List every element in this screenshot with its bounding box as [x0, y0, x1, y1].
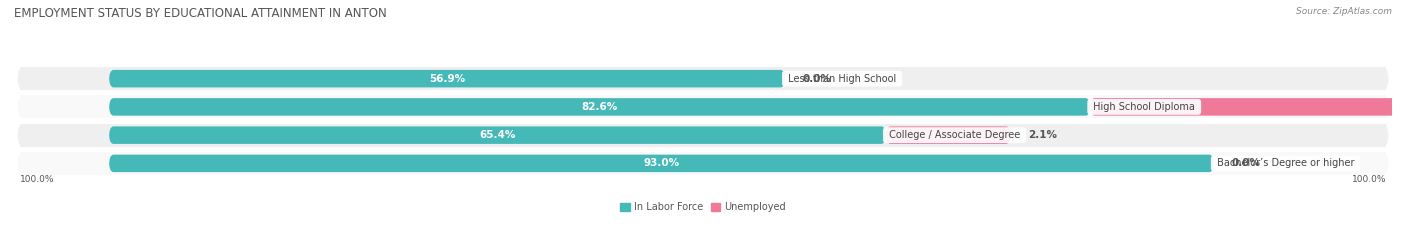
Text: 100.0%: 100.0%: [20, 175, 55, 184]
Text: 56.9%: 56.9%: [429, 74, 465, 84]
FancyBboxPatch shape: [886, 126, 1011, 144]
Text: 2.1%: 2.1%: [1028, 130, 1057, 140]
FancyBboxPatch shape: [18, 68, 1388, 90]
FancyBboxPatch shape: [1090, 98, 1406, 116]
FancyBboxPatch shape: [110, 70, 785, 87]
Text: 100.0%: 100.0%: [1351, 175, 1386, 184]
Bar: [20, 67, 1386, 90]
Text: EMPLOYMENT STATUS BY EDUCATIONAL ATTAINMENT IN ANTON: EMPLOYMENT STATUS BY EDUCATIONAL ATTAINM…: [14, 7, 387, 20]
FancyBboxPatch shape: [18, 124, 1388, 146]
Bar: [20, 95, 1386, 118]
Text: Bachelor’s Degree or higher: Bachelor’s Degree or higher: [1213, 158, 1357, 168]
Text: 0.0%: 0.0%: [803, 74, 832, 84]
Bar: [20, 123, 1386, 147]
Legend: In Labor Force, Unemployed: In Labor Force, Unemployed: [616, 198, 790, 216]
Text: College / Associate Degree: College / Associate Degree: [886, 130, 1024, 140]
FancyBboxPatch shape: [18, 152, 1388, 174]
FancyBboxPatch shape: [18, 96, 1388, 118]
Text: Source: ZipAtlas.com: Source: ZipAtlas.com: [1296, 7, 1392, 16]
FancyBboxPatch shape: [110, 126, 886, 144]
Text: Less than High School: Less than High School: [785, 74, 900, 84]
Text: 93.0%: 93.0%: [644, 158, 679, 168]
FancyBboxPatch shape: [110, 98, 1090, 116]
Text: High School Diploma: High School Diploma: [1090, 102, 1198, 112]
Text: 82.6%: 82.6%: [582, 102, 617, 112]
FancyBboxPatch shape: [110, 155, 1213, 172]
Text: 0.0%: 0.0%: [1232, 158, 1261, 168]
Text: 65.4%: 65.4%: [479, 130, 516, 140]
Bar: [20, 152, 1386, 175]
